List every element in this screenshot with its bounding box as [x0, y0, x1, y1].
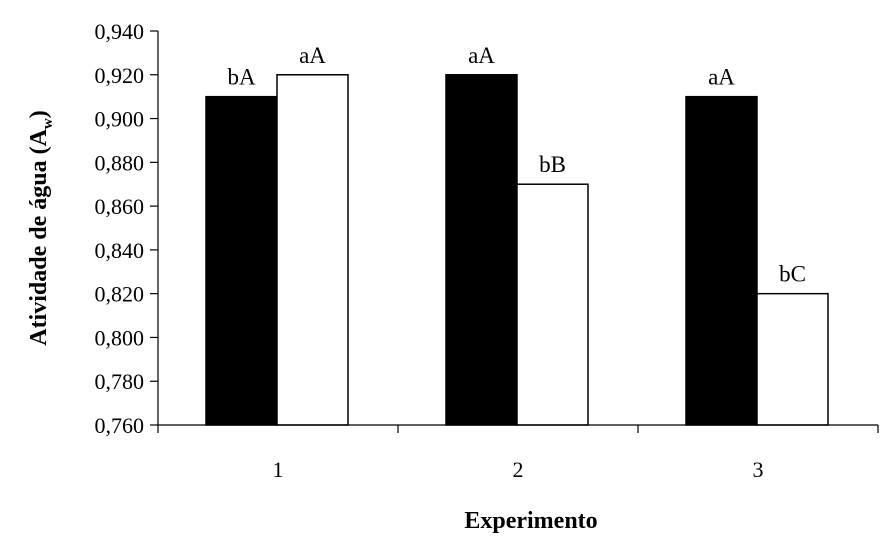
bar-data-label: bA	[227, 65, 256, 90]
bar-data-label: aA	[468, 43, 495, 68]
x-tick-label: 2	[513, 457, 524, 482]
y-tick-label: 0,860	[95, 194, 145, 219]
y-axis-ticks: 0,760 0,780 0,800 0,820 0,840 0,860 0,880 0,900…	[95, 19, 158, 438]
y-tick-label: 0,880	[95, 150, 145, 175]
bar-series-1-cat-2	[445, 74, 518, 426]
x-axis-title: Experimento	[464, 508, 597, 534]
bar-labels: bA aA aA aA bB bC	[227, 43, 805, 287]
y-axis-title-subscript: w	[40, 118, 56, 129]
bar-series-2-cat-1	[276, 74, 349, 426]
y-tick-label: 0,800	[95, 325, 145, 350]
bar-series-2-cat-3	[756, 292, 829, 426]
y-axis-title-suffix: )	[26, 110, 52, 118]
bar-data-label: bC	[779, 262, 806, 287]
bar-series-1-cat-3	[685, 95, 758, 426]
axes	[157, 31, 878, 426]
y-tick-label: 0,840	[95, 238, 145, 263]
bar-data-label: aA	[299, 43, 326, 68]
y-tick-label: 0,940	[95, 19, 145, 44]
y-tick-label: 0,780	[95, 369, 145, 394]
bar-data-label: bB	[539, 152, 566, 177]
y-tick-label: 0,920	[95, 63, 145, 88]
bar-series-2-cat-2	[516, 183, 589, 426]
bar-data-label: aA	[708, 65, 735, 90]
y-tick-label: 0,900	[95, 107, 145, 132]
x-axis-ticks: 1 2 3	[157, 425, 879, 482]
bars	[205, 74, 829, 426]
x-tick-label: 3	[753, 457, 764, 482]
y-tick-label: 0,820	[95, 282, 145, 307]
y-axis-title: Atividade de água (Aw)	[26, 110, 56, 346]
y-tick-label: 0,760	[95, 413, 145, 438]
x-tick-label: 1	[273, 457, 284, 482]
y-axis-title-main: Atividade de água (A	[26, 128, 52, 345]
bar-series-1-cat-1	[205, 95, 278, 426]
